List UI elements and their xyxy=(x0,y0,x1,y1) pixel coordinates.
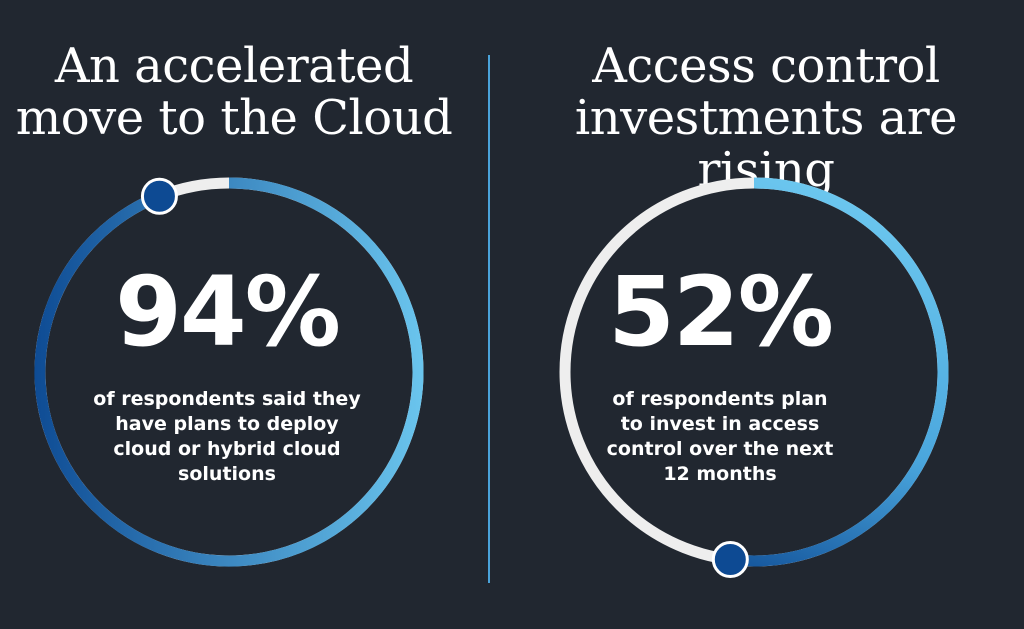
panel-divider xyxy=(488,55,490,583)
cloud-desc-line-2: have plans to deploy xyxy=(115,413,339,435)
access-progress-ring xyxy=(559,177,949,579)
access-desc-line-1: of respondents plan xyxy=(612,388,828,410)
cloud-title-line-2: move to the Cloud xyxy=(15,90,453,146)
cloud-progress-ring xyxy=(34,177,424,567)
access-desc-line-3: control over the next xyxy=(606,438,834,460)
access-stat-description: of respondents plan to invest in access … xyxy=(570,387,870,487)
cloud-ring-fill xyxy=(34,177,424,567)
cloud-title: An accelerated move to the Cloud xyxy=(0,40,490,144)
access-control-panel: Access control investments are rising 52… xyxy=(512,0,1024,629)
access-stat-value: 52% xyxy=(608,256,834,368)
cloud-desc-line-3: cloud or hybrid cloud xyxy=(113,438,341,460)
cloud-stat-value: 94% xyxy=(115,256,341,368)
cloud-stat-description: of respondents said they have plans to d… xyxy=(57,387,397,487)
access-desc-line-4: 12 months xyxy=(663,463,777,485)
access-ring-fill xyxy=(729,177,949,567)
access-ring-knob xyxy=(711,541,749,579)
cloud-ring-knob xyxy=(140,177,178,215)
cloud-title-line-1: An accelerated xyxy=(54,38,414,94)
cloud-panel: An accelerated move to the Cloud 94% of … xyxy=(0,40,490,567)
access-title-line-1: Access control xyxy=(592,38,940,94)
cloud-desc-line-4: solutions xyxy=(178,463,276,485)
access-desc-line-2: to invest in access xyxy=(620,413,820,435)
cloud-desc-line-1: of respondents said they xyxy=(93,388,361,410)
